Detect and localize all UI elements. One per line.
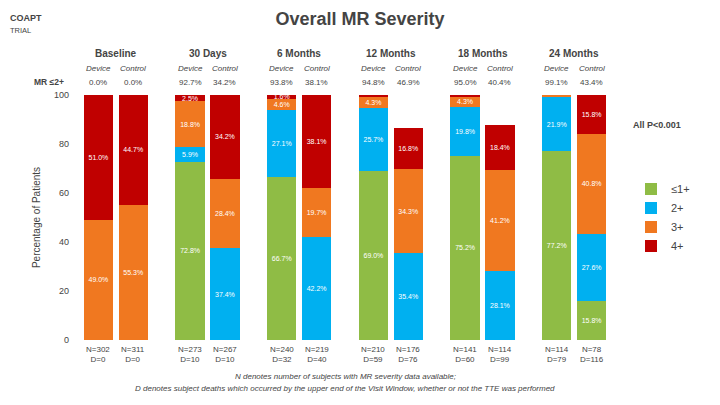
svg-text:Device: Device (453, 64, 478, 73)
svg-text:16.8%: 16.8% (398, 145, 418, 152)
svg-text:38.1%: 38.1% (305, 78, 328, 87)
svg-text:0: 0 (64, 335, 69, 345)
svg-text:N=219D=40: N=219D=40 (305, 345, 329, 364)
svg-text:28.4%: 28.4% (215, 210, 235, 217)
svg-text:0.0%: 0.0% (89, 78, 107, 87)
svg-text:40.8%: 40.8% (582, 180, 602, 187)
svg-text:N=210D=59: N=210D=59 (361, 345, 385, 364)
svg-text:94.8%: 94.8% (362, 78, 385, 87)
svg-text:46.9%: 46.9% (397, 78, 420, 87)
svg-text:19.8%: 19.8% (455, 128, 475, 135)
svg-text:72.8%: 72.8% (180, 247, 200, 254)
svg-text:N=302D=0: N=302D=0 (86, 345, 110, 364)
svg-text:34.3%: 34.3% (398, 208, 418, 215)
svg-text:93.8%: 93.8% (270, 78, 293, 87)
svg-text:N=273D=10: N=273D=10 (178, 345, 202, 364)
svg-text:41.2%: 41.2% (490, 217, 510, 224)
svg-text:Device: Device (269, 64, 294, 73)
svg-text:N=114D=99: N=114D=99 (488, 345, 512, 364)
svg-text:34.2%: 34.2% (213, 78, 236, 87)
svg-text:≤1+: ≤1+ (671, 183, 690, 195)
svg-text:15.8%: 15.8% (582, 317, 602, 324)
svg-text:18.4%: 18.4% (490, 144, 510, 151)
svg-text:N=240D=32: N=240D=32 (270, 345, 294, 364)
svg-text:18.8%: 18.8% (180, 121, 200, 128)
svg-text:All P<0.001: All P<0.001 (633, 120, 681, 130)
svg-text:55.3%: 55.3% (123, 269, 143, 276)
svg-text:4.3%: 4.3% (457, 98, 473, 105)
svg-text:60: 60 (59, 188, 69, 198)
svg-text:N=176D=76: N=176D=76 (396, 345, 420, 364)
svg-text:N=311D=0: N=311D=0 (121, 345, 145, 364)
svg-text:37.4%: 37.4% (215, 291, 235, 298)
svg-text:25.7%: 25.7% (363, 136, 383, 143)
svg-text:Control: Control (120, 64, 146, 73)
svg-text:3+: 3+ (671, 221, 684, 233)
svg-text:100: 100 (54, 90, 69, 100)
svg-text:Device: Device (86, 64, 111, 73)
svg-text:Baseline: Baseline (95, 48, 137, 59)
svg-text:15.8%: 15.8% (582, 111, 602, 118)
svg-text:Device: Device (361, 64, 386, 73)
svg-text:Device: Device (544, 64, 569, 73)
svg-text:18 Months: 18 Months (458, 48, 508, 59)
svg-text:20: 20 (59, 286, 69, 296)
svg-text:6 Months: 6 Months (277, 48, 321, 59)
svg-text:COAPT: COAPT (10, 13, 42, 23)
svg-text:80: 80 (59, 139, 69, 149)
svg-text:40: 40 (59, 237, 69, 247)
svg-text:34.2%: 34.2% (215, 133, 235, 140)
svg-text:4+: 4+ (671, 240, 684, 252)
svg-text:49.0%: 49.0% (88, 276, 108, 283)
svg-text:19.7%: 19.7% (307, 209, 327, 216)
svg-text:99.1%: 99.1% (545, 78, 568, 87)
svg-text:27.1%: 27.1% (272, 140, 292, 147)
svg-text:51.0%: 51.0% (88, 154, 108, 161)
svg-text:5.9%: 5.9% (182, 151, 198, 158)
svg-text:2.5%: 2.5% (182, 95, 198, 102)
svg-text:24 Months: 24 Months (549, 48, 599, 59)
svg-text:N=78D=116: N=78D=116 (580, 345, 604, 364)
svg-text:12 Months: 12 Months (366, 48, 416, 59)
svg-text:42.2%: 42.2% (307, 285, 327, 292)
svg-text:1.6%: 1.6% (274, 93, 290, 100)
svg-text:66.7%: 66.7% (272, 255, 292, 262)
svg-text:92.7%: 92.7% (179, 78, 202, 87)
svg-text:Control: Control (212, 64, 238, 73)
svg-text:30 Days: 30 Days (189, 48, 227, 59)
svg-text:TRIAL: TRIAL (10, 26, 31, 35)
svg-text:2+: 2+ (671, 202, 684, 214)
svg-text:Control: Control (579, 64, 605, 73)
svg-text:40.4%: 40.4% (488, 78, 511, 87)
svg-text:N=114D=79: N=114D=79 (545, 345, 569, 364)
svg-text:Percentage of Patients: Percentage of Patients (31, 167, 42, 268)
svg-text:77.2%: 77.2% (547, 242, 567, 249)
svg-text:Control: Control (487, 64, 513, 73)
svg-text:4.3%: 4.3% (365, 99, 381, 106)
svg-text:Overall MR Severity: Overall MR Severity (275, 9, 444, 29)
svg-text:4.6%: 4.6% (274, 101, 290, 108)
svg-text:44.7%: 44.7% (123, 146, 143, 153)
svg-text:MR ≤2+: MR ≤2+ (34, 77, 64, 87)
svg-text:Control: Control (304, 64, 330, 73)
svg-text:D denotes subject deaths which: D denotes subject deaths which occurred … (135, 384, 555, 393)
svg-text:28.1%: 28.1% (490, 302, 510, 309)
svg-text:N=141D=60: N=141D=60 (453, 345, 477, 364)
svg-text:75.2%: 75.2% (455, 244, 475, 251)
svg-text:Control: Control (395, 64, 421, 73)
svg-text:38.1%: 38.1% (307, 138, 327, 145)
svg-text:0.0%: 0.0% (124, 78, 142, 87)
svg-text:69.0%: 69.0% (363, 252, 383, 259)
svg-text:N denotes number of subjects w: N denotes number of subjects with MR sev… (235, 372, 456, 381)
svg-text:21.9%: 21.9% (547, 121, 567, 128)
svg-text:N=267D=10: N=267D=10 (213, 345, 237, 364)
svg-text:95.0%: 95.0% (454, 78, 477, 87)
svg-text:35.4%: 35.4% (398, 293, 418, 300)
svg-text:27.6%: 27.6% (582, 264, 602, 271)
svg-text:Device: Device (178, 64, 203, 73)
svg-text:43.4%: 43.4% (580, 78, 603, 87)
